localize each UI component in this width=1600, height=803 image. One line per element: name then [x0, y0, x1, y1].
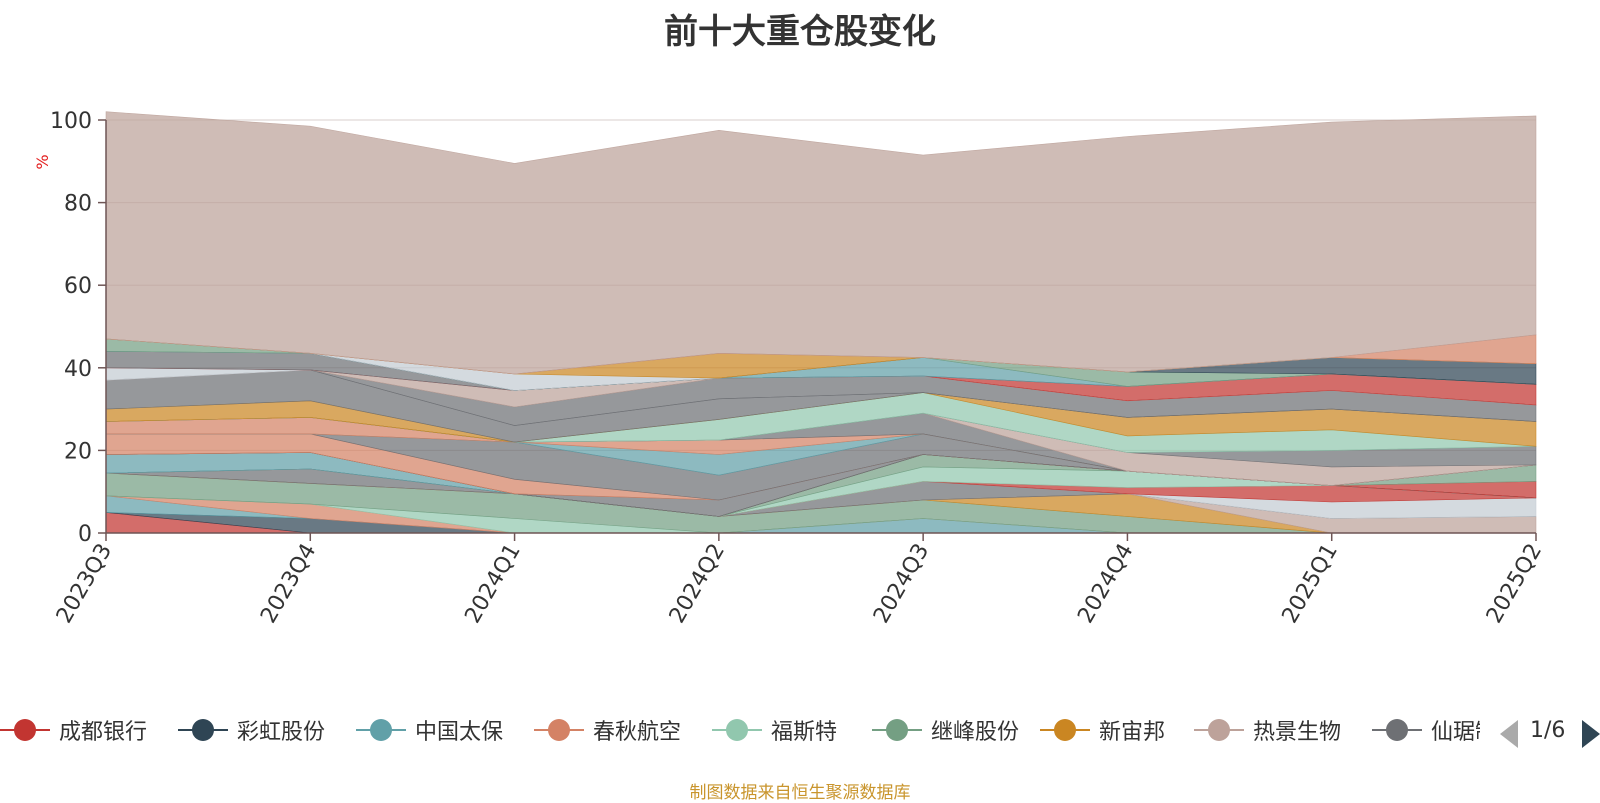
- x-tick-label: 2024Q4: [1073, 540, 1138, 628]
- x-tick-label: 2023Q4: [256, 540, 321, 628]
- legend-marker-icon: [534, 708, 584, 752]
- y-axis-unit-label: %: [33, 154, 52, 169]
- legend-marker-icon: [1040, 708, 1090, 752]
- y-tick-label: 40: [64, 357, 92, 382]
- legend-page-indicator: 1/6: [1530, 718, 1566, 743]
- legend-label: 成都银行: [59, 720, 148, 745]
- x-tick-label: 2024Q2: [665, 540, 730, 628]
- area-layer: [105, 111, 1537, 534]
- y-tick-label: 80: [64, 192, 92, 217]
- source-note: 制图数据来自恒生聚源数据库: [689, 783, 911, 803]
- y-tick-label: 60: [64, 274, 92, 299]
- legend-label: 新宙邦: [1099, 720, 1166, 745]
- legend-marker-icon: [1372, 708, 1422, 752]
- legend-item[interactable]: 继峰股份: [872, 708, 1019, 752]
- y-tick-label: 0: [78, 522, 92, 547]
- legend-prev-page-icon[interactable]: [1500, 720, 1518, 748]
- legend-item[interactable]: 成都银行: [0, 708, 147, 752]
- legend-label: 春秋航空: [593, 720, 682, 745]
- x-tick-label: 2023Q3: [52, 540, 117, 628]
- legend-items: 成都银行 彩虹股份 中国太保 春秋航空 福斯特 继峰股份 新宙邦 热景生物 仙琚制药: [0, 708, 1480, 752]
- legend-item[interactable]: 中国太保: [356, 708, 503, 752]
- legend-label: 仙琚制药: [1431, 720, 1480, 745]
- legend-marker-icon: [712, 708, 762, 752]
- chart-title: 前十大重仓股变化: [664, 12, 936, 52]
- legend-item[interactable]: 福斯特: [712, 708, 837, 752]
- legend: 成都银行 彩虹股份 中国太保 春秋航空 福斯特 继峰股份 新宙邦 热景生物 仙琚制药: [0, 708, 1600, 752]
- legend-item[interactable]: 仙琚制药: [1372, 708, 1480, 752]
- legend-label: 继峰股份: [931, 720, 1020, 745]
- legend-next-page-icon[interactable]: [1582, 720, 1600, 748]
- x-tick-label: 2025Q2: [1482, 540, 1547, 628]
- legend-item[interactable]: 彩虹股份: [178, 708, 325, 752]
- x-tick-label: 2024Q3: [869, 540, 934, 628]
- x-tick-label: 2025Q1: [1278, 540, 1343, 628]
- legend-marker-icon: [356, 708, 406, 752]
- y-tick-label: 20: [64, 439, 92, 464]
- legend-marker-icon: [1194, 708, 1244, 752]
- legend-label: 彩虹股份: [237, 720, 326, 745]
- legend-label: 热景生物: [1253, 720, 1342, 745]
- legend-marker-icon: [0, 708, 50, 752]
- y-tick-label: 100: [50, 109, 92, 134]
- legend-item[interactable]: 热景生物: [1194, 708, 1341, 752]
- legend-label: 福斯特: [771, 720, 838, 745]
- legend-marker-icon: [178, 708, 228, 752]
- legend-label: 中国太保: [415, 720, 504, 745]
- area-series-40: [105, 111, 1537, 375]
- legend-item[interactable]: 新宙邦: [1040, 708, 1165, 752]
- x-tick-label: 2024Q1: [460, 540, 525, 628]
- legend-marker-icon: [872, 708, 922, 752]
- legend-item[interactable]: 春秋航空: [534, 708, 681, 752]
